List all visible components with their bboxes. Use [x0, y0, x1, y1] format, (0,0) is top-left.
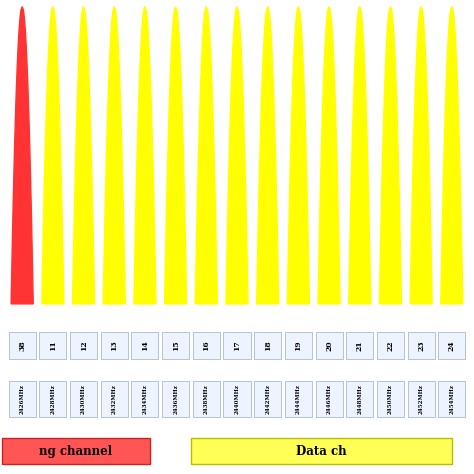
- Polygon shape: [256, 7, 279, 304]
- FancyBboxPatch shape: [438, 332, 465, 359]
- FancyBboxPatch shape: [346, 332, 373, 359]
- Polygon shape: [11, 7, 33, 304]
- FancyBboxPatch shape: [408, 332, 435, 359]
- FancyBboxPatch shape: [101, 332, 128, 359]
- Text: 2426MHz: 2426MHz: [20, 384, 25, 414]
- Text: 12: 12: [80, 340, 88, 351]
- Text: 16: 16: [202, 340, 210, 351]
- FancyBboxPatch shape: [70, 381, 97, 417]
- FancyBboxPatch shape: [316, 332, 343, 359]
- Text: 14: 14: [141, 340, 149, 351]
- FancyBboxPatch shape: [193, 381, 220, 417]
- Text: 2446MHz: 2446MHz: [327, 384, 332, 414]
- Text: 2428MHz: 2428MHz: [50, 384, 55, 414]
- Text: 38: 38: [18, 340, 26, 351]
- FancyBboxPatch shape: [131, 381, 158, 417]
- FancyBboxPatch shape: [408, 381, 435, 417]
- Text: Data ch: Data ch: [296, 445, 346, 457]
- Text: 2444MHz: 2444MHz: [296, 384, 301, 414]
- Polygon shape: [103, 7, 125, 304]
- FancyBboxPatch shape: [39, 332, 66, 359]
- Polygon shape: [318, 7, 340, 304]
- FancyBboxPatch shape: [254, 332, 281, 359]
- FancyBboxPatch shape: [131, 332, 158, 359]
- FancyBboxPatch shape: [224, 332, 250, 359]
- Text: 15: 15: [172, 340, 180, 351]
- FancyBboxPatch shape: [377, 381, 404, 417]
- Polygon shape: [42, 7, 64, 304]
- FancyBboxPatch shape: [162, 381, 189, 417]
- Text: 2434MHz: 2434MHz: [142, 384, 147, 414]
- Polygon shape: [134, 7, 156, 304]
- Text: 2432MHz: 2432MHz: [112, 384, 117, 414]
- Text: ng channel: ng channel: [39, 445, 112, 457]
- Text: 2452MHz: 2452MHz: [419, 384, 424, 414]
- Polygon shape: [164, 7, 187, 304]
- Text: 2438MHz: 2438MHz: [204, 384, 209, 414]
- FancyBboxPatch shape: [285, 381, 312, 417]
- FancyBboxPatch shape: [285, 332, 312, 359]
- FancyBboxPatch shape: [162, 332, 189, 359]
- FancyBboxPatch shape: [2, 438, 149, 464]
- FancyBboxPatch shape: [224, 381, 250, 417]
- Text: 2436MHz: 2436MHz: [173, 384, 178, 414]
- Text: 19: 19: [294, 340, 302, 351]
- Text: 2454MHz: 2454MHz: [449, 384, 454, 414]
- Text: 17: 17: [233, 340, 241, 351]
- Text: 2448MHz: 2448MHz: [357, 384, 362, 414]
- Text: 21: 21: [356, 340, 364, 351]
- Text: 18: 18: [264, 340, 272, 351]
- FancyBboxPatch shape: [254, 381, 281, 417]
- FancyBboxPatch shape: [193, 332, 220, 359]
- Text: 2440MHz: 2440MHz: [235, 384, 239, 414]
- FancyBboxPatch shape: [346, 381, 373, 417]
- FancyBboxPatch shape: [191, 438, 452, 464]
- FancyBboxPatch shape: [39, 381, 66, 417]
- Polygon shape: [379, 7, 401, 304]
- FancyBboxPatch shape: [377, 332, 404, 359]
- FancyBboxPatch shape: [101, 381, 128, 417]
- FancyBboxPatch shape: [70, 332, 97, 359]
- Text: 24: 24: [448, 340, 456, 351]
- Polygon shape: [226, 7, 248, 304]
- FancyBboxPatch shape: [438, 381, 465, 417]
- Text: 23: 23: [417, 340, 425, 351]
- FancyBboxPatch shape: [316, 381, 343, 417]
- Text: 2442MHz: 2442MHz: [265, 384, 270, 414]
- Polygon shape: [441, 7, 463, 304]
- Text: 2430MHz: 2430MHz: [81, 384, 86, 414]
- Text: 2450MHz: 2450MHz: [388, 384, 393, 414]
- Text: 22: 22: [386, 340, 394, 351]
- Text: 20: 20: [325, 340, 333, 351]
- Polygon shape: [195, 7, 218, 304]
- Text: 11: 11: [49, 340, 57, 351]
- FancyBboxPatch shape: [9, 381, 36, 417]
- Polygon shape: [349, 7, 371, 304]
- Text: 13: 13: [110, 340, 118, 351]
- Polygon shape: [287, 7, 310, 304]
- Polygon shape: [73, 7, 95, 304]
- Polygon shape: [410, 7, 432, 304]
- FancyBboxPatch shape: [9, 332, 36, 359]
